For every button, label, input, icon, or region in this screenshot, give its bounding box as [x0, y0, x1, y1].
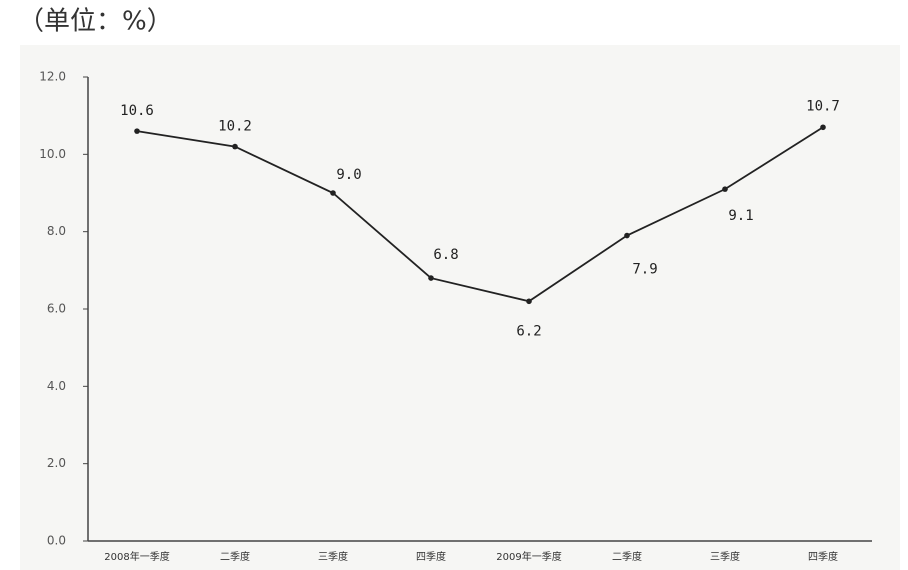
point [722, 186, 728, 192]
y-tick-label: 4.0 [47, 379, 66, 393]
value-label: 7.9 [632, 262, 657, 278]
point [232, 143, 238, 150]
value-label: 10.2 [218, 119, 252, 135]
x-tick-label: 三季度 [710, 550, 740, 563]
y-tick-label: 2.0 [47, 456, 66, 470]
y-tick-label: 10.0 [39, 147, 66, 161]
x-tick-label: 四季度 [808, 550, 838, 563]
x-tick-label: 四季度 [416, 550, 446, 563]
chart-title: （单位：%） [18, 7, 173, 37]
y-tick-label: 0.0 [47, 534, 66, 548]
plot-background [20, 45, 900, 570]
point [428, 275, 434, 281]
point [820, 124, 826, 131]
x-tick-label: 2008年一季度 [104, 550, 169, 563]
y-tick-label: 6.0 [47, 302, 66, 316]
value-label: 10.6 [120, 103, 154, 119]
y-tick-label: 12.0 [39, 70, 66, 84]
x-tick-label: 二季度 [612, 550, 642, 563]
x-tick-label: 三季度 [318, 550, 348, 563]
value-label: 9.1 [728, 208, 753, 224]
value-label: 6.8 [433, 247, 458, 263]
x-tick-label: 二季度 [220, 550, 250, 563]
point [134, 128, 140, 134]
point [330, 190, 336, 196]
value-label: 10.7 [806, 98, 840, 114]
y-tick-label: 8.0 [47, 224, 66, 238]
line [136, 126, 824, 303]
point [624, 232, 630, 239]
x-tick-label: 2009年一季度 [496, 550, 561, 563]
point [526, 298, 532, 305]
value-label: 9.0 [336, 167, 361, 183]
value-label: 6.2 [516, 323, 541, 339]
